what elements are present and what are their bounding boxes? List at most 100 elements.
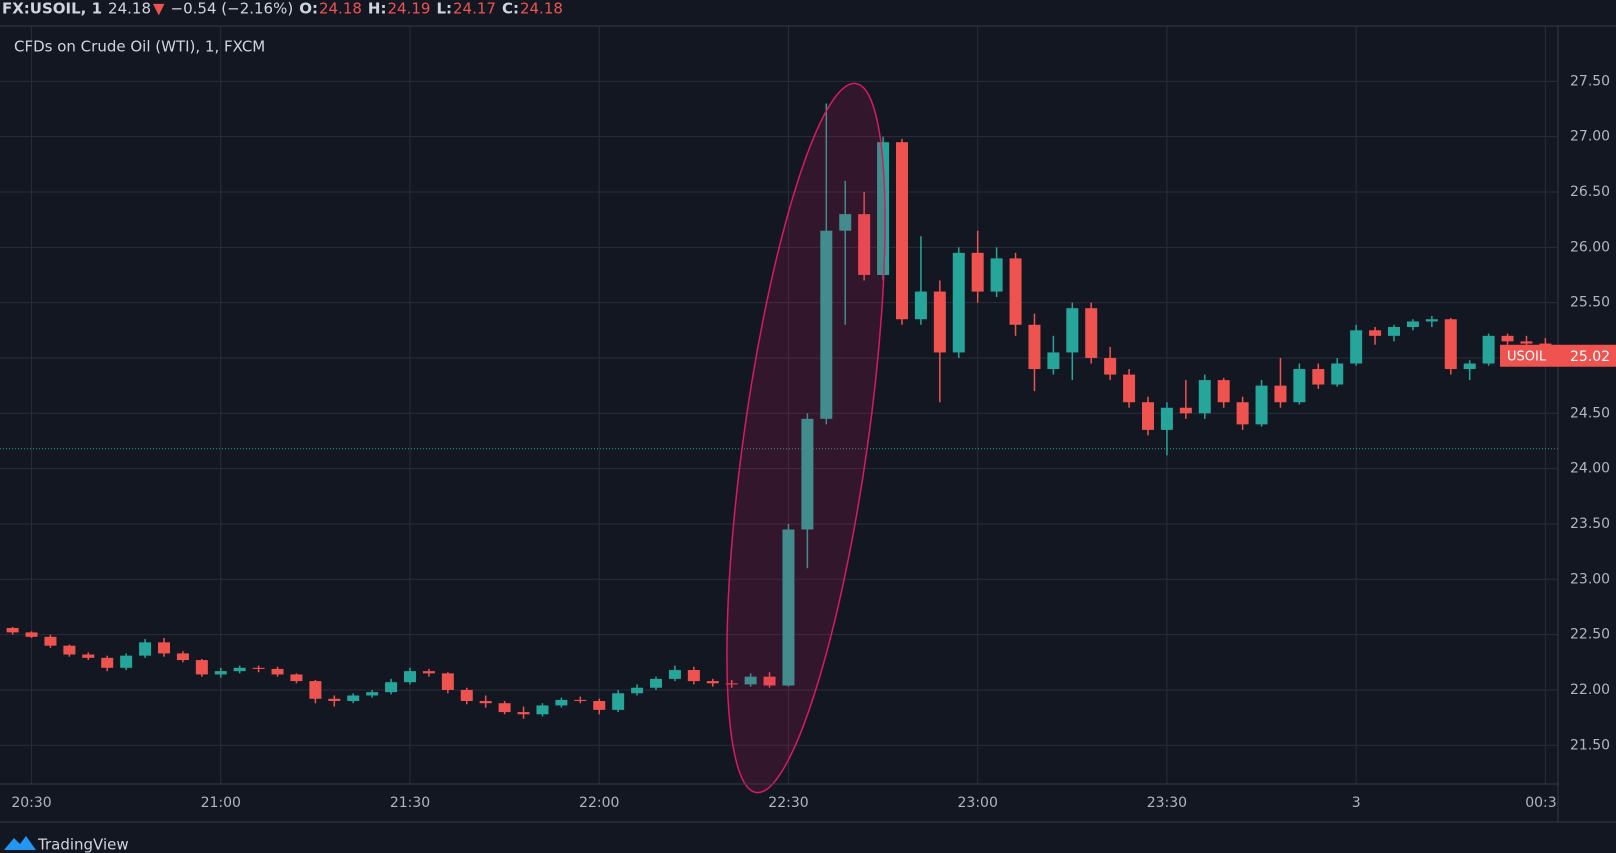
x-tick-label: 23:00 (958, 795, 998, 811)
candle-body (1123, 374, 1136, 403)
candle-body (1350, 330, 1363, 364)
candle-body (1066, 308, 1079, 353)
candle-body (252, 667, 265, 669)
candle-body (63, 645, 76, 655)
candle-body (460, 689, 473, 702)
candle-body (366, 692, 379, 696)
candle-body (952, 252, 965, 353)
price-axis-panel (1558, 784, 1616, 823)
candle-body (1293, 369, 1306, 403)
candle-body (744, 676, 757, 685)
candle-body (1520, 341, 1533, 344)
y-tick-label: 25.50 (1570, 295, 1610, 311)
candle-body (1009, 258, 1022, 325)
candle-body (1198, 380, 1211, 414)
ohlc-label: C: (502, 0, 519, 18)
candle-body (1406, 321, 1419, 327)
candle-body (631, 687, 644, 694)
candles (6, 103, 1552, 719)
candle-body (1388, 326, 1400, 336)
ohlc-label: L: (436, 0, 452, 18)
logo (4, 836, 36, 850)
y-tick-label: 23.00 (1570, 571, 1610, 587)
candle-body (1047, 352, 1060, 370)
candle-body (214, 671, 227, 675)
candle-body (1085, 308, 1098, 358)
chart-title: CFDs on Crude Oil (WTI), 1, FXCM (14, 38, 265, 56)
candle-body (385, 682, 398, 693)
candle-body (1444, 319, 1457, 370)
price-tag (1500, 344, 1616, 367)
candle-body (555, 699, 568, 706)
candle-body (176, 653, 189, 661)
footer: TradingView (4, 836, 129, 853)
y-tick-label: 26.50 (1570, 184, 1610, 200)
y-tick-label: 26.00 (1570, 239, 1610, 255)
y-tick-label: 24.50 (1570, 405, 1610, 421)
candle-body (44, 636, 57, 646)
candle-body (725, 683, 738, 685)
candle-body (1028, 324, 1041, 370)
candle-body (896, 142, 908, 320)
x-tick-label: 3 (1352, 795, 1361, 811)
candle-body (1425, 319, 1438, 322)
y-tick-label: 24.00 (1570, 461, 1610, 477)
y-tick-label: 27.50 (1570, 73, 1610, 89)
symbol: FX:USOIL, 1 (2, 0, 102, 18)
candle-body (1236, 402, 1249, 425)
candle-body (1104, 357, 1117, 375)
y-tick-label: 21.50 (1570, 737, 1610, 753)
candle-body (990, 258, 1003, 292)
candle-body (309, 681, 322, 699)
x-tick-label: 20:30 (11, 795, 51, 811)
candle-body (1463, 363, 1476, 370)
candle-body (25, 632, 38, 637)
candle-body (290, 674, 303, 682)
candle-body (839, 214, 852, 231)
candle-body (120, 655, 133, 668)
candle-body (233, 667, 246, 672)
candle-body (650, 678, 662, 688)
header: FX:USOIL, 1 24.18 ▼ −0.54 (−2.16%) O: 24.18 H:… (0, 0, 1616, 24)
candle-body (687, 670, 700, 682)
candle-body (139, 642, 152, 656)
ohlc-value: 24.18 (520, 0, 563, 18)
candle-body (1255, 385, 1268, 425)
y-tick-label: 27.00 (1570, 129, 1610, 145)
candle-body (498, 703, 511, 713)
candle-body (820, 230, 833, 419)
candle-body (1274, 385, 1287, 403)
footer-text: TradingView (37, 836, 129, 853)
x-tick-label: 22:30 (768, 795, 808, 811)
y-tick-label: 22.00 (1570, 682, 1610, 698)
candle-body (479, 701, 492, 704)
axes: 21.5022.0022.5023.0023.5024.0024.5025.00… (0, 26, 1610, 822)
candle-body (517, 712, 530, 715)
last-price: 24.18 (108, 0, 151, 18)
candle-body (858, 214, 871, 275)
candle-body (82, 654, 95, 658)
ohlc-value: 24.19 (387, 0, 430, 18)
candle-body (6, 627, 19, 633)
candle-body (1142, 402, 1154, 430)
x-tick-label: 00:30 (1525, 795, 1565, 811)
candle-body (574, 699, 587, 702)
ohlc-label: O: (299, 0, 318, 18)
candle-body (1331, 363, 1344, 385)
ohlc-value: 24.18 (319, 0, 362, 18)
change-arrow: ▼ (153, 0, 165, 18)
candle-body (1179, 407, 1192, 414)
header-bar (0, 0, 1616, 24)
candle-body (158, 642, 170, 654)
x-tick-label: 21:00 (201, 795, 241, 811)
candle-body (933, 291, 946, 353)
change: −0.54 (−2.16%) (171, 0, 294, 18)
candle-body (404, 671, 416, 683)
candle-body (195, 660, 208, 675)
ohlc-label: H: (368, 0, 387, 18)
candle-body (1482, 335, 1495, 364)
candle-body (706, 681, 719, 684)
price-tag-value: 25.02 (1570, 349, 1610, 365)
candle-body (271, 668, 284, 675)
